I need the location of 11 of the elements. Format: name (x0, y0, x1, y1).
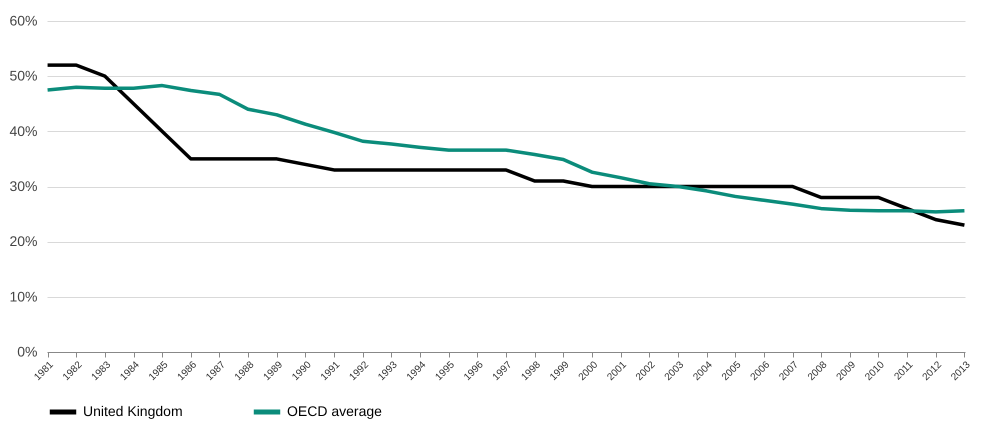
y-tick-label: 0% (17, 344, 38, 360)
y-tick-label: 40% (9, 122, 38, 139)
line-series (46, 84, 966, 214)
y-tick-label: 50% (9, 68, 38, 84)
y-tick-label: 30% (9, 178, 38, 194)
y-tick-label: 10% (9, 288, 38, 304)
legend-label: United Kingdom (83, 403, 183, 419)
y-tick-label: 60% (9, 12, 38, 28)
line-series (46, 63, 966, 227)
legend-label: OECD average (287, 403, 382, 419)
y-tick-label: 20% (9, 233, 38, 250)
